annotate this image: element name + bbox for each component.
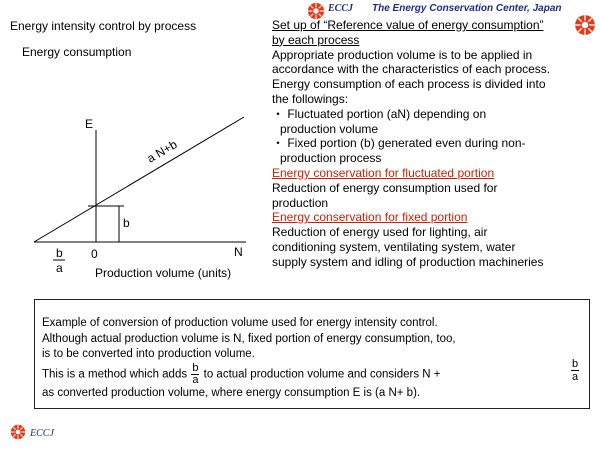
energy-line	[33, 116, 245, 243]
box-fraction-den: a	[572, 371, 579, 383]
example-line-4-pre: This is a method which adds	[42, 368, 188, 381]
fluct-line-1: Reduction of energy consumption used for	[272, 180, 498, 195]
bullet-fixed-cont: production process	[280, 151, 382, 166]
heading-line-2: by each process	[272, 32, 360, 47]
x-end-label: N	[234, 245, 243, 259]
corner-logo-icon	[575, 15, 595, 35]
heading-line-1: Set up of “Reference value of energy con…	[272, 18, 544, 32]
red-heading-fluctuated: Energy conservation for fluctuated porti…	[272, 165, 495, 180]
x-axis-label: Production volume (units)	[95, 266, 231, 280]
diagram-title: Energy consumption	[22, 45, 132, 59]
energy-diagram: E a N+b b 0 N b a Production volume (uni…	[33, 116, 246, 280]
box-fraction-num: b	[571, 358, 580, 371]
header-brand: ECCJ	[328, 3, 354, 14]
y-axis-label: E	[85, 117, 93, 131]
eccj-logo-icon	[307, 2, 325, 20]
bullet-fixed: ・ Fixed portion (b) generated even durin…	[272, 136, 526, 151]
fraction-numerator: b	[56, 246, 63, 260]
footer-brand: ECCJ	[30, 428, 54, 439]
inline-fraction-num: b	[191, 361, 200, 375]
fixed-line-1: Reduction of energy used for lighting, a…	[272, 225, 488, 240]
box-fraction: b a	[571, 358, 580, 383]
inline-fraction-den: a	[192, 373, 199, 386]
body-line-4: the followings:	[272, 91, 349, 106]
example-line-3: is to be converted into production volum…	[42, 348, 255, 360]
slide-title: Energy intensity control by process	[10, 19, 197, 33]
example-line-2: Although actual production volume is N, …	[42, 332, 456, 345]
body-line-2: accordance with the characteristics of e…	[272, 62, 551, 77]
right-text-block: Set up of “Reference value of energy con…	[272, 18, 594, 270]
fixed-line-2: conditioning system, ventilating system,…	[272, 239, 516, 254]
red-heading-fixed: Energy conservation for fixed portion	[272, 210, 468, 225]
fluct-line-2: production	[272, 195, 329, 210]
line-label: a N+b	[145, 137, 180, 165]
example-line-4-post: to actual production volume and consider…	[203, 368, 441, 381]
fraction-denominator: a	[56, 261, 63, 275]
example-line-1: Example of conversion of production volu…	[42, 317, 438, 329]
example-text: Example of conversion of production volu…	[42, 316, 456, 401]
bullet-fluctuated: ・ Fluctuated portion (aN) depending on	[272, 106, 487, 121]
intercept-label: b	[123, 216, 130, 230]
origin-label: 0	[91, 247, 98, 261]
body-line-1: Appropriate production volume is to be a…	[272, 47, 533, 62]
bullet-fluctuated-cont: production volume	[280, 121, 379, 136]
fixed-line-3: supply system and idling of production m…	[272, 254, 544, 269]
example-box	[34, 299, 590, 409]
body-line-3: Energy consumption of each process is di…	[272, 77, 546, 92]
example-line-5: as converted production volume, where en…	[42, 386, 421, 399]
footer-logo-icon	[10, 424, 26, 440]
header-organization: The Energy Conservation Center, Japan	[372, 3, 562, 14]
